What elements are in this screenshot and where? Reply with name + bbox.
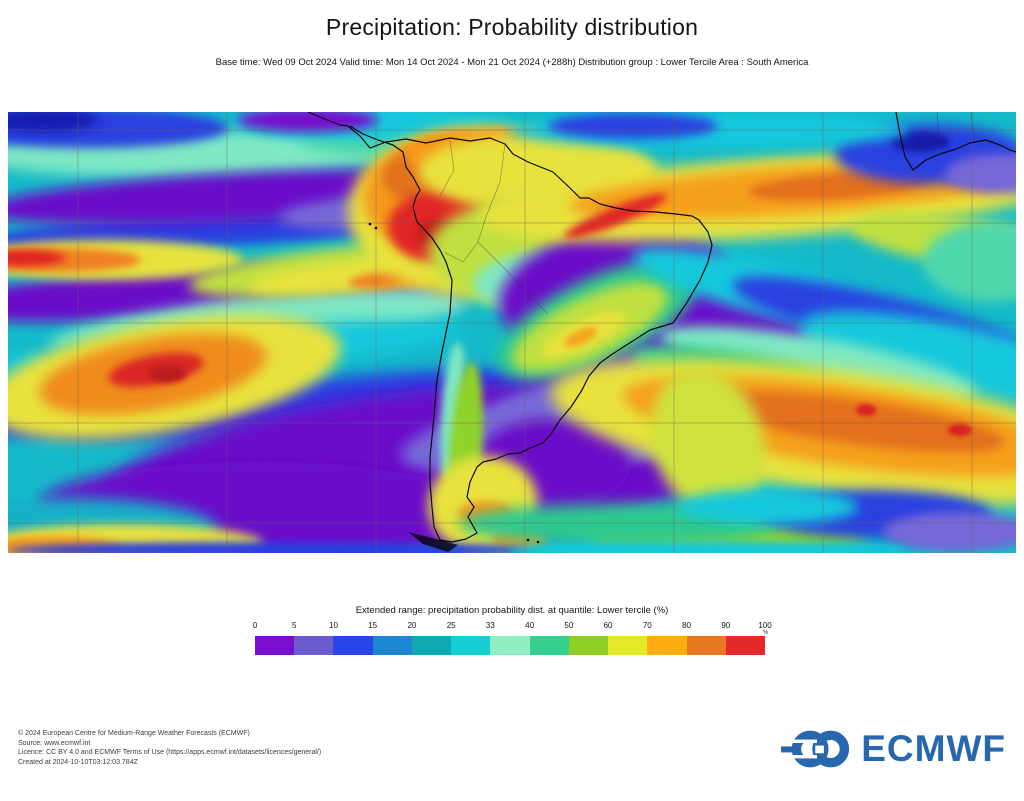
source-line: Source: www.ecmwf.int: [18, 739, 91, 747]
legend-cell: [529, 636, 569, 655]
legend-tick: 70: [642, 621, 652, 630]
legend-tick: 90: [721, 621, 731, 630]
created-line: Created at 2024-10-10T03:12:03.784Z: [18, 758, 138, 766]
map-svg: [8, 112, 1016, 553]
legend-tick: 5: [291, 621, 297, 630]
legend-tick: 0: [252, 621, 258, 630]
legend-tick: 15: [368, 621, 378, 630]
copyright-line: © 2024 European Centre for Medium-Range …: [18, 730, 250, 737]
legend-tick: 33: [485, 621, 495, 630]
legend-tick: 40: [525, 621, 535, 630]
page-title: Precipitation: Probability distribution: [325, 14, 699, 40]
legend-ticks: 0 5 10 15 20 25 33 40 50 60 70 80 90 100: [0, 621, 1024, 631]
legend-cell: [411, 636, 452, 655]
footer-attribution: © 2024 European Centre for Medium-Range …: [18, 729, 321, 767]
legend-cell: [255, 636, 295, 655]
legend-tick: 80: [682, 621, 691, 630]
legend-cell: [372, 636, 412, 655]
ecmwf-logo-text: ECMWF: [861, 728, 1006, 769]
legend-colorbar: [255, 636, 766, 655]
licence-line: Licence: CC BY 4.0 and ECMWF Terms of Us…: [18, 749, 322, 757]
legend-cell: [333, 636, 373, 655]
legend-title: Extended range: precipitation probabilit…: [355, 605, 669, 616]
legend-tick: 50: [564, 621, 574, 630]
legend-tick: 60: [603, 621, 613, 630]
legend-tick: 20: [407, 621, 417, 630]
legend-unit-label: %: [763, 630, 769, 636]
legend-cell: [490, 636, 530, 655]
legend-tick: 25: [446, 621, 456, 630]
legend-cell: [725, 636, 766, 655]
ecmwf-logo-icon: [781, 730, 850, 768]
legend-tick: 100: [758, 621, 772, 630]
legend-cell: [568, 636, 609, 655]
ecmwf-logo: ECMWF: [781, 726, 1006, 772]
base-valid-time-line: Base time: Wed 09 Oct 2024 Valid time: M…: [215, 57, 809, 68]
legend-cell: [686, 636, 726, 655]
legend-cell: [647, 636, 687, 655]
precipitation-probability-map: [8, 112, 1016, 553]
legend-cell: [294, 636, 334, 655]
legend-cell: [608, 636, 648, 655]
legend-cell: [451, 636, 491, 655]
legend-tick: 10: [329, 621, 338, 630]
